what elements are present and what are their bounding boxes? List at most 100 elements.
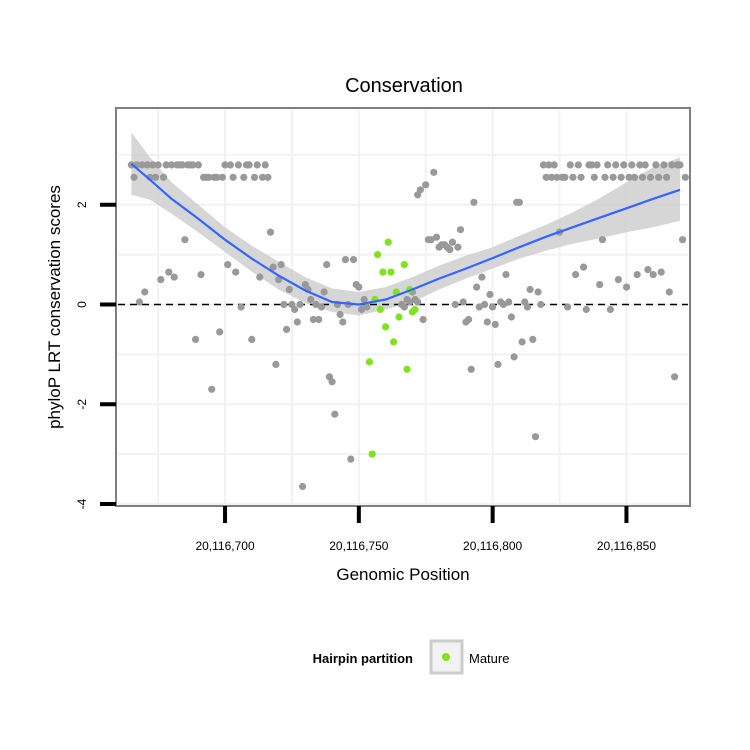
- point-other: [414, 298, 422, 306]
- other-points: [127, 161, 689, 491]
- point-mature: [365, 358, 374, 366]
- point-other: [505, 298, 513, 306]
- point-other: [633, 271, 641, 279]
- point-other: [523, 303, 532, 311]
- point-other: [189, 161, 197, 169]
- point-other: [446, 246, 454, 254]
- point-other: [620, 161, 628, 169]
- point-other: [491, 320, 499, 329]
- point-other: [419, 315, 427, 324]
- point-other: [588, 161, 596, 169]
- point-other: [612, 161, 620, 169]
- point-mature: [382, 323, 390, 331]
- point-other: [170, 273, 178, 281]
- point-other: [478, 273, 486, 281]
- point-other: [258, 173, 267, 181]
- point-other: [280, 300, 288, 309]
- point-other: [285, 285, 293, 294]
- point-other: [545, 161, 553, 169]
- point-other: [194, 161, 202, 169]
- point-other: [149, 161, 157, 169]
- smooth-line: [130, 163, 681, 306]
- point-other: [232, 268, 240, 276]
- point-other: [218, 173, 226, 181]
- point-other: [564, 303, 572, 311]
- point-other: [582, 305, 590, 314]
- x-tick-label: 20,116,800: [463, 539, 522, 553]
- point-other: [577, 173, 585, 181]
- point-other: [547, 173, 556, 181]
- chart-title: Conservation: [345, 75, 463, 97]
- point-other: [625, 173, 633, 181]
- point-other: [652, 161, 660, 169]
- point-other: [569, 173, 577, 181]
- point-other: [197, 271, 205, 279]
- point-other: [481, 300, 489, 309]
- point-other: [665, 288, 673, 296]
- point-mature: [374, 251, 382, 259]
- point-other: [360, 295, 368, 304]
- point-other: [676, 161, 684, 169]
- point-other: [459, 298, 467, 306]
- point-other: [451, 300, 459, 309]
- x-tick-label: 20,116,700: [195, 539, 254, 553]
- point-other: [245, 161, 253, 169]
- point-mature: [387, 268, 395, 276]
- point-other: [526, 285, 534, 294]
- point-other: [320, 288, 328, 296]
- point-other: [539, 161, 548, 169]
- point-other: [574, 161, 582, 169]
- point-other: [598, 236, 607, 244]
- point-other: [159, 173, 168, 181]
- point-mature: [400, 261, 408, 269]
- point-other: [473, 283, 481, 291]
- point-other: [157, 276, 165, 284]
- point-other: [483, 318, 491, 326]
- point-other: [317, 303, 325, 311]
- point-other: [596, 281, 604, 289]
- point-other: [165, 268, 173, 276]
- x-axis-title: Genomic Position: [336, 565, 469, 584]
- point-other: [213, 173, 221, 181]
- point-other: [151, 173, 160, 181]
- point-other: [465, 315, 473, 324]
- point-other: [566, 161, 574, 169]
- point-other: [561, 173, 569, 181]
- y-axis-title: phyloP LRT conservation scores: [45, 185, 64, 429]
- point-other: [432, 233, 441, 241]
- point-other: [205, 173, 213, 181]
- point-other: [614, 276, 623, 284]
- point-other: [430, 168, 438, 176]
- point-other: [580, 263, 588, 271]
- point-other: [649, 271, 657, 279]
- point-other: [192, 335, 200, 343]
- point-other: [638, 173, 647, 181]
- point-mature: [390, 338, 398, 346]
- point-other: [309, 315, 317, 324]
- point-other: [328, 378, 336, 386]
- point-mature: [384, 238, 392, 246]
- point-other: [537, 300, 545, 309]
- point-other: [234, 161, 242, 169]
- point-other: [216, 328, 224, 336]
- point-mature: [395, 313, 403, 321]
- point-other: [531, 433, 540, 441]
- point-other: [593, 161, 601, 169]
- point-other: [467, 365, 475, 373]
- point-other: [312, 300, 320, 309]
- point-other: [628, 161, 636, 169]
- point-other: [494, 360, 502, 368]
- point-other: [293, 318, 301, 326]
- point-other: [357, 305, 366, 314]
- grid-lines: [118, 110, 688, 505]
- point-other: [141, 288, 149, 296]
- point-other: [489, 303, 497, 311]
- point-other: [657, 268, 665, 276]
- point-other: [237, 303, 245, 311]
- legend-key-box: [429, 639, 464, 675]
- point-other: [590, 173, 598, 181]
- point-other: [502, 271, 510, 279]
- point-other: [454, 243, 462, 251]
- point-other: [550, 161, 558, 169]
